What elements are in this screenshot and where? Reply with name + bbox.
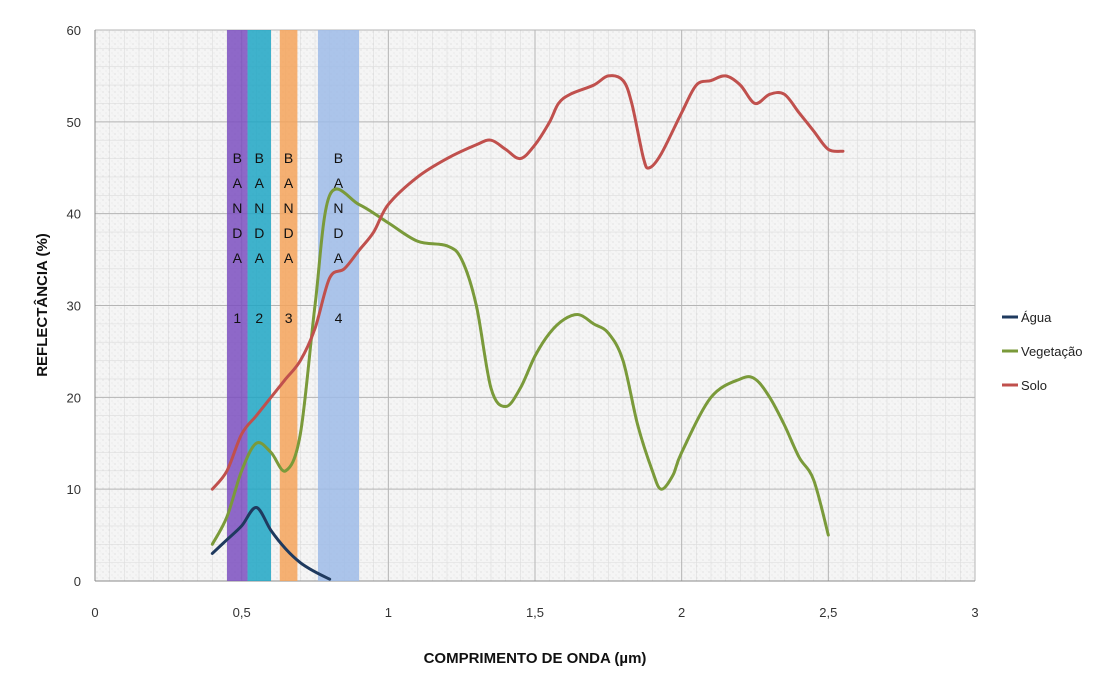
band-label-letter: A	[233, 250, 243, 266]
y-tick-labels: 0 10 20 30 40 50 60	[67, 23, 81, 589]
x-tick-label: 1,5	[526, 605, 544, 620]
series-line-agua	[210, 506, 332, 581]
band-label-letter: N	[284, 200, 294, 216]
band-label-letter: B	[233, 150, 242, 166]
band-label-letter: D	[232, 225, 242, 241]
x-axis-title: COMPRIMENTO DE ONDA (µm)	[424, 650, 647, 667]
x-tick-label: 3	[971, 605, 978, 620]
y-axis-title: REFLECTÂNCIA (%)	[33, 233, 51, 377]
y-tick-label: 10	[67, 482, 81, 497]
band-label-letter: B	[334, 150, 343, 166]
x-tick-label: 0	[91, 605, 98, 620]
y-tick-label: 0	[74, 574, 81, 589]
band-label-letter: A	[255, 175, 265, 191]
band-label-letter: A	[233, 175, 243, 191]
band-label-letter: A	[284, 175, 294, 191]
band-label-letter: B	[284, 150, 293, 166]
x-tick-label: 0,5	[233, 605, 251, 620]
y-tick-label: 60	[67, 23, 81, 38]
bands-layer	[227, 30, 359, 581]
band-label-letter: A	[255, 250, 265, 266]
y-tick-label: 20	[67, 390, 81, 405]
series-line-vegetacao	[210, 187, 830, 546]
series-layer	[210, 74, 845, 581]
band-label-number: 1	[233, 310, 241, 326]
y-tick-label: 50	[67, 115, 81, 130]
band-4-rect	[317, 30, 359, 581]
band-label-letter: A	[284, 250, 294, 266]
band-label-letter: D	[254, 225, 264, 241]
band-2-rect	[247, 30, 271, 581]
legend: Água Vegetação Solo	[1002, 310, 1082, 393]
x-tick-label: 1	[385, 605, 392, 620]
band-label-letter: D	[333, 225, 343, 241]
band-label-letter: D	[284, 225, 294, 241]
band-3-rect	[279, 30, 298, 581]
x-tick-label: 2,5	[819, 605, 837, 620]
band-label-letter: N	[333, 200, 343, 216]
series-line-solo	[210, 74, 845, 491]
x-tick-labels: 0 0,5 1 1,5 2 2,5 3	[91, 605, 978, 620]
band-label-letter: A	[334, 250, 344, 266]
x-tick-label: 2	[678, 605, 685, 620]
band-label-letter: N	[254, 200, 264, 216]
band-label-letter: N	[232, 200, 242, 216]
legend-label-agua: Água	[1021, 310, 1052, 325]
band-label-number: 3	[285, 310, 293, 326]
band-label-number: 2	[255, 310, 263, 326]
band-label-letter: B	[255, 150, 264, 166]
band-1-rect	[227, 30, 248, 581]
band-label-number: 4	[335, 310, 343, 326]
legend-label-vegetacao: Vegetação	[1021, 344, 1082, 359]
band-label-letter: A	[334, 175, 344, 191]
legend-label-solo: Solo	[1021, 378, 1047, 393]
y-tick-label: 30	[67, 299, 81, 314]
y-tick-label: 40	[67, 207, 81, 222]
